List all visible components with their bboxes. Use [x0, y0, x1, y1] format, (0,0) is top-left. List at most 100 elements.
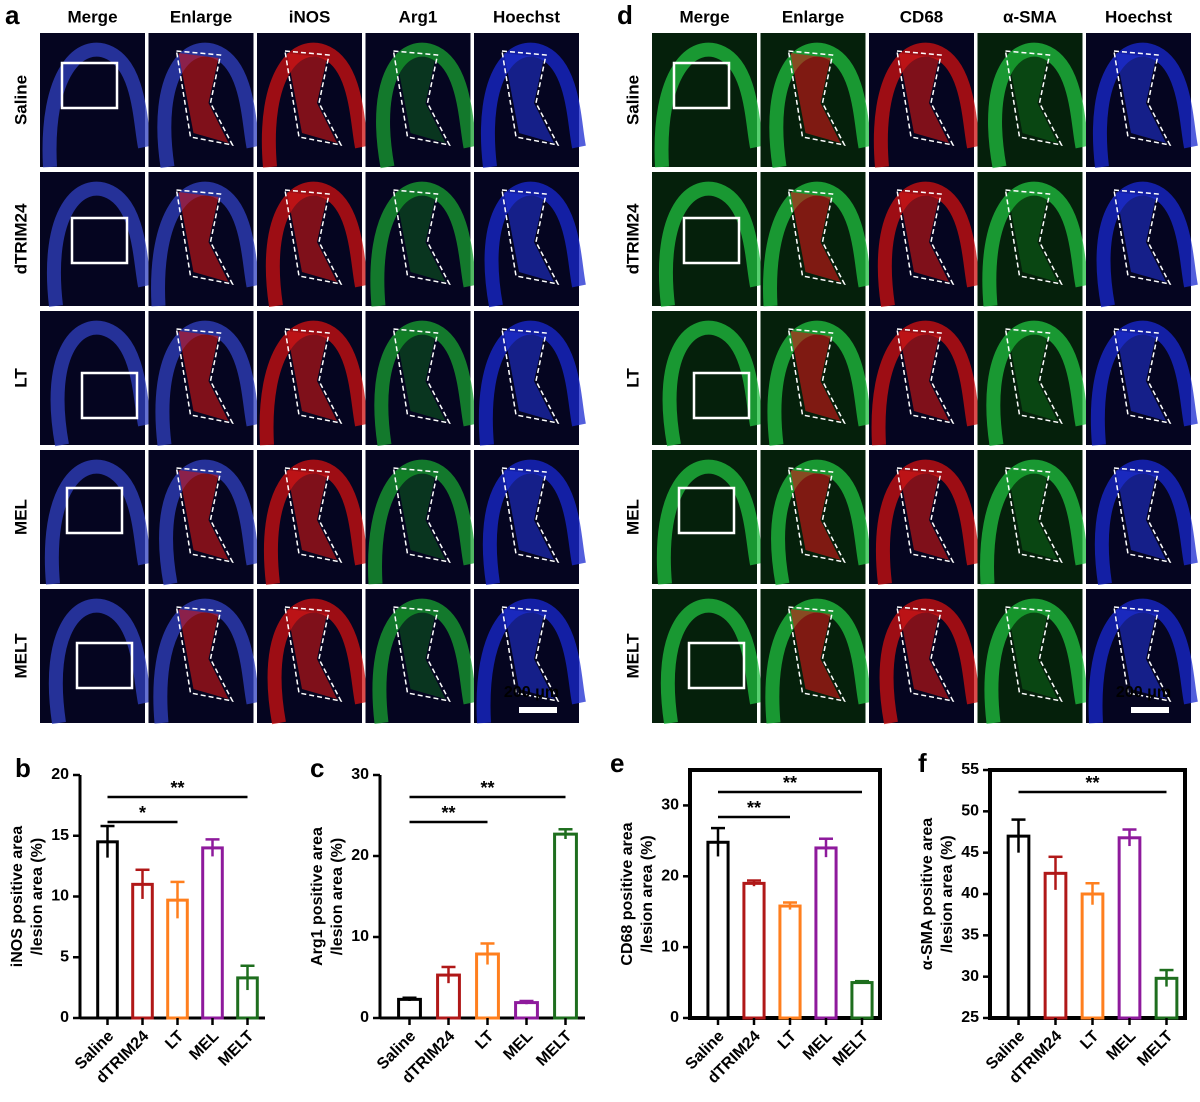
image-cell — [760, 172, 873, 307]
tissue-wall — [482, 459, 586, 586]
image-cell — [40, 311, 152, 447]
tissue-wall — [763, 181, 873, 307]
tissue-wall — [484, 181, 586, 308]
tissue-wall — [478, 320, 586, 446]
lesion-stain — [790, 192, 841, 282]
image-cell — [1086, 172, 1198, 308]
bar — [814, 846, 838, 1020]
significance-label: ** — [441, 803, 455, 823]
enlarge-box — [682, 216, 741, 265]
image-cell — [1086, 589, 1198, 724]
column-label: Merge — [67, 7, 117, 26]
x-tick-label: LT — [162, 1028, 187, 1053]
image-cell — [652, 589, 764, 725]
y-axis-label: α-SMA positive area — [919, 818, 936, 971]
image-cell — [474, 589, 586, 724]
image-cell — [474, 172, 586, 308]
column-label: iNOS — [289, 7, 331, 26]
lesion-stain — [1116, 470, 1166, 560]
lesion-outline — [284, 606, 343, 703]
lesion-outline — [1004, 467, 1063, 564]
scale-bar — [519, 707, 557, 713]
lesion-outline — [175, 467, 234, 564]
y-tick-label: 40 — [961, 885, 979, 902]
enlarge-box — [687, 641, 746, 690]
tissue-wall — [875, 459, 981, 585]
tissue-wall — [153, 598, 261, 724]
bar — [514, 1001, 539, 1020]
tissue-wall — [986, 320, 1090, 447]
lesion-outline — [896, 328, 955, 425]
column-label: Arg1 — [399, 7, 438, 26]
lesion-outline — [896, 467, 955, 564]
image-cell — [760, 450, 873, 586]
tissue-wall — [771, 459, 873, 586]
column-label: CD68 — [900, 7, 943, 26]
tissue-wall — [376, 42, 478, 169]
bar — [1080, 892, 1105, 1020]
y-tick-label: 30 — [961, 968, 979, 985]
lesion-outline — [175, 328, 234, 425]
lesion-outline — [896, 189, 955, 286]
y-tick-label: 0 — [360, 1009, 369, 1026]
image-cell — [1086, 33, 1198, 168]
enlarge-box — [70, 216, 129, 265]
enlarge-box — [692, 371, 751, 420]
tissue-wall — [374, 320, 478, 447]
lesion-stain — [1007, 470, 1058, 560]
scale-bar — [1131, 707, 1169, 713]
image-cell — [40, 172, 152, 307]
image-cell — [40, 589, 152, 725]
x-tick-label: MELT — [830, 1028, 872, 1070]
tissue-wall — [46, 181, 152, 307]
tissue-wall — [877, 181, 981, 308]
enlarge-box — [80, 371, 139, 420]
lesion-outline — [1113, 606, 1172, 703]
lesion-outline — [284, 328, 343, 425]
tissue-wall — [48, 598, 152, 725]
y-tick-label: 5 — [60, 948, 69, 965]
bar — [742, 881, 766, 1020]
lesion-outline — [1113, 189, 1172, 286]
lesion-stain — [790, 331, 841, 421]
lesion-outline — [392, 467, 451, 564]
tissue-wall — [765, 598, 873, 724]
lesion-outline — [501, 328, 560, 425]
image-cell — [365, 311, 478, 447]
bar — [706, 840, 730, 1020]
y-axis-label: Arg1 positive area — [309, 827, 326, 966]
image-cell — [474, 311, 586, 446]
image-cell — [869, 589, 981, 725]
tissue-wall — [370, 181, 478, 307]
image-cell — [977, 33, 1090, 169]
lesion-stain — [790, 53, 841, 143]
lesion-outline — [787, 189, 846, 286]
lesion-outline — [1113, 50, 1172, 147]
y-axis-label: CD68 positive area — [619, 822, 636, 965]
y-axis-label: iNOS positive area — [9, 826, 26, 967]
lesion-outline — [1113, 467, 1172, 564]
lesion-outline — [392, 606, 451, 703]
panel-letter: e — [610, 748, 624, 778]
y-tick-label: 0 — [670, 1009, 679, 1026]
lesion-stain — [395, 192, 446, 282]
tissue-wall — [873, 42, 981, 168]
tissue-wall — [988, 42, 1090, 169]
y-axis-label: /lesion area (%) — [29, 838, 46, 955]
enlarge-box — [65, 486, 124, 535]
lesion-stain — [287, 331, 337, 421]
lesion-stain — [1007, 331, 1058, 421]
scale-bar-label: 200 μm — [1116, 684, 1171, 701]
bar — [397, 997, 422, 1020]
scale-bar-label: 200 μm — [504, 684, 559, 701]
tissue-wall — [42, 42, 152, 168]
image-cell — [365, 589, 478, 724]
lesion-outline — [501, 189, 560, 286]
significance-label: ** — [1085, 773, 1099, 793]
lesion-stain — [1116, 331, 1166, 421]
lesion-stain — [504, 192, 554, 282]
lesion-outline — [284, 50, 343, 147]
image-cell — [365, 450, 478, 585]
image-cell — [977, 589, 1090, 724]
lesion-stain — [395, 331, 446, 421]
